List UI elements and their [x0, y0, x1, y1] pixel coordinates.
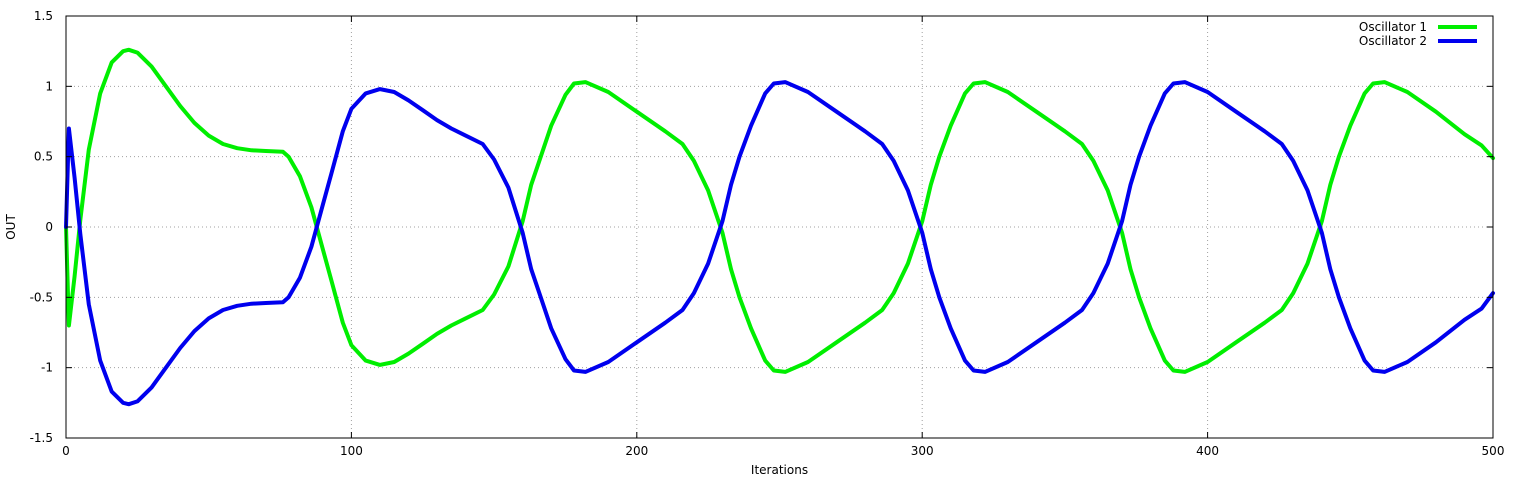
y-tick-label: 0 [45, 220, 53, 234]
x-tick-label: 300 [911, 444, 934, 458]
y-tick-label: 0.5 [34, 150, 53, 164]
x-axis-title: Iterations [751, 463, 808, 477]
series-line-2 [64, 80, 1495, 407]
legend-label-1: Oscillator 1 [1359, 20, 1427, 34]
x-tick-label: 400 [1196, 444, 1219, 458]
grid [66, 16, 1493, 438]
y-axis-title: OUT [4, 214, 18, 240]
y-tick-label: 1 [45, 79, 53, 93]
series-line-1 [64, 47, 1495, 374]
y-tick-label: -1 [41, 361, 53, 375]
x-tick-label: 500 [1482, 444, 1505, 458]
y-tick-label: -1.5 [30, 431, 53, 445]
x-tick-label: 200 [625, 444, 648, 458]
x-tick-label: 100 [340, 444, 363, 458]
legend-label-2: Oscillator 2 [1359, 34, 1427, 48]
series-lines [64, 47, 1495, 407]
x-tick-label: 0 [62, 444, 70, 458]
y-tick-label: -0.5 [30, 290, 53, 304]
tick-labels: 0 100 200 300 400 500 1.5 1 0.5 0 -0.5 -1 -1.5 [30, 9, 1505, 458]
axis-ticks [65, 15, 1494, 439]
y-tick-label: 1.5 [34, 9, 53, 23]
